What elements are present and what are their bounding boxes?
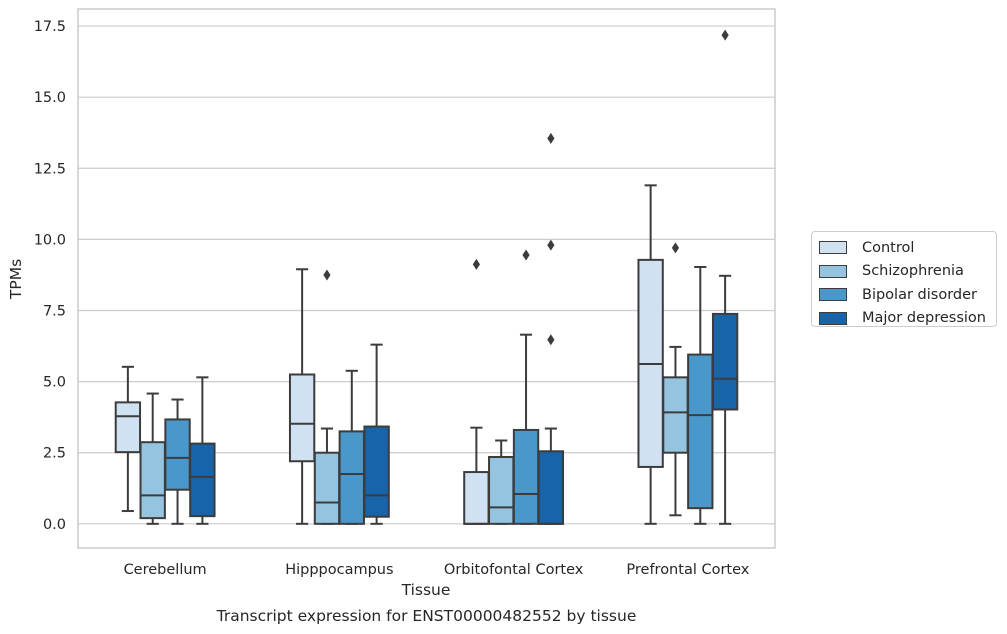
figure-caption: Transcript expression for ENST0000048255…: [216, 607, 637, 625]
y-axis-label: TPMs: [7, 259, 25, 300]
box: [114, 401, 142, 454]
legend-item-control: Control: [818, 236, 996, 260]
legend-label-major-depression: Major depression: [862, 310, 986, 327]
x-tick-label: Hipppocampus: [285, 562, 393, 578]
legend-label-schizophrenia: Schizophrenia: [862, 263, 964, 280]
y-tick-label: 15.0: [34, 90, 66, 106]
y-tick-labels: 0.0 2.5 5.0 7.5 10.0 12.5 15.0 17.5: [34, 19, 66, 533]
x-tick-labels: Cerebellum Hipppocampus Orbitofontal Corte…: [124, 562, 750, 578]
box: [164, 418, 191, 491]
outlier-marker: [721, 29, 729, 41]
box: [139, 441, 166, 520]
box-group: [114, 29, 739, 525]
box: [537, 450, 565, 525]
outlier-marker: [323, 269, 331, 281]
x-axis-label: Tissue: [401, 581, 451, 599]
outlier-marker: [547, 132, 555, 144]
legend-swatch-bipolar: [819, 288, 847, 302]
legend-item-bipolar: Bipolar disorder: [818, 283, 996, 307]
legend: Control Schizophrenia Bipolar disorder M…: [811, 231, 997, 327]
legend-swatch-major-depression: [819, 311, 847, 325]
x-tick-label: Cerebellum: [124, 562, 207, 578]
outlier-marker: [472, 258, 480, 270]
legend-swatch-schizophrenia: [819, 264, 847, 278]
legend-label-bipolar: Bipolar disorder: [862, 286, 977, 303]
x-tick-label: Prefrontal Cortex: [626, 562, 749, 578]
y-tick-label: 10.0: [34, 232, 66, 248]
y-tick-label: 17.5: [34, 19, 66, 35]
outlier-marker: [671, 242, 680, 254]
y-tick-label: 7.5: [43, 303, 66, 319]
box: [189, 442, 216, 518]
box: [288, 373, 316, 463]
box: [463, 471, 490, 525]
box: [711, 312, 739, 411]
box: [488, 455, 515, 525]
legend-item-schizophrenia: Schizophrenia: [818, 260, 996, 284]
legend-label-control: Control: [862, 239, 915, 256]
legend-swatch-control: [819, 241, 847, 255]
outlier-marker: [522, 249, 530, 261]
y-tick-label: 0.0: [43, 517, 66, 533]
box: [662, 376, 689, 454]
y-tick-label: 12.5: [34, 161, 66, 177]
y-tick-label: 5.0: [43, 375, 66, 391]
box: [363, 425, 390, 518]
x-tick-label: Orbitofontal Cortex: [444, 562, 584, 578]
outlier-marker: [547, 334, 555, 346]
box: [512, 428, 540, 525]
plot-frame: [77, 8, 776, 549]
box: [313, 451, 341, 525]
y-tick-label: 2.5: [43, 446, 66, 462]
outlier-marker: [547, 239, 555, 251]
box: [687, 353, 714, 510]
legend-item-major-depression: Major depression: [818, 307, 996, 331]
box: [338, 430, 365, 525]
